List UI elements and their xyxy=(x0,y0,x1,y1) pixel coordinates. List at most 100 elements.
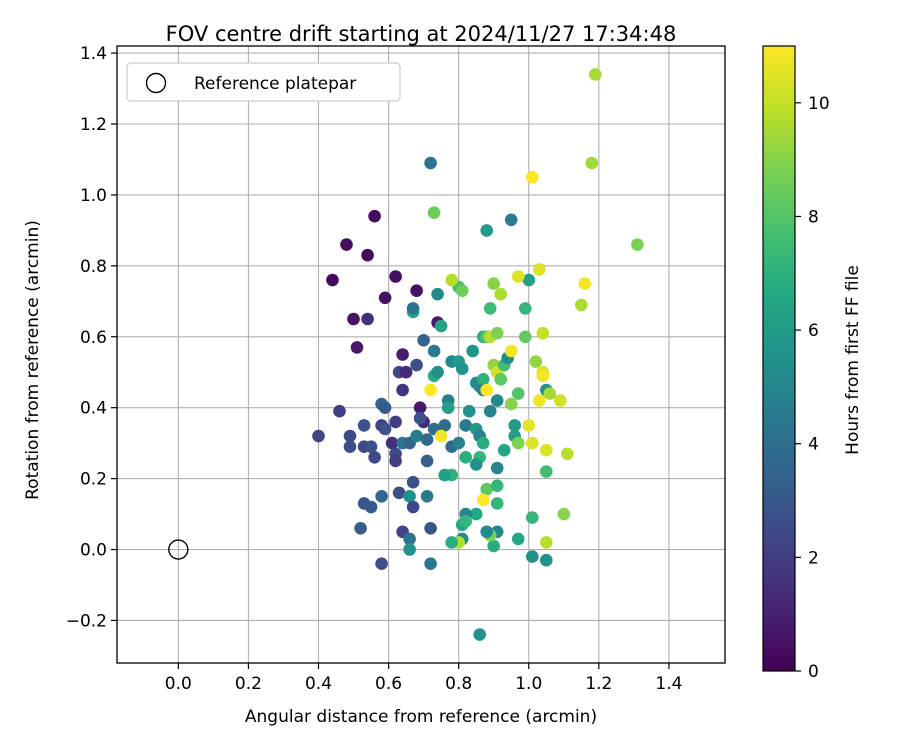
data-point xyxy=(490,326,504,340)
data-point xyxy=(410,429,423,443)
data-point xyxy=(452,436,466,450)
x-tick-label: 1.4 xyxy=(655,674,682,694)
data-point xyxy=(354,522,367,535)
data-point xyxy=(511,436,525,450)
data-point xyxy=(522,273,536,287)
data-point xyxy=(455,284,469,298)
x-axis-label: Angular distance from reference (arcmin) xyxy=(245,707,597,727)
y-tick-label: 1.2 xyxy=(80,115,107,135)
data-point xyxy=(480,482,494,496)
data-point xyxy=(504,344,518,358)
data-point xyxy=(511,387,525,400)
colorbar-tick-label: 0 xyxy=(808,662,819,682)
data-point xyxy=(350,341,364,354)
chart-title: FOV centre drift starting at 2024/11/27 … xyxy=(166,22,677,46)
data-point xyxy=(575,298,588,312)
data-point xyxy=(508,419,521,432)
data-point xyxy=(480,224,494,237)
plot-frame xyxy=(116,45,726,664)
data-point xyxy=(504,213,518,227)
data-point xyxy=(389,270,402,283)
data-point xyxy=(483,302,497,315)
colorbar: 0 2 4 6 8 10 Hours from first FF file xyxy=(762,45,863,682)
data-point xyxy=(466,344,480,358)
x-tick-label: 0.4 xyxy=(305,674,332,694)
data-point xyxy=(413,412,427,425)
data-point xyxy=(497,443,511,457)
data-point xyxy=(540,553,553,567)
y-tick-label: 0.6 xyxy=(80,328,107,348)
data-point xyxy=(494,287,508,301)
data-point xyxy=(540,443,553,457)
data-point xyxy=(361,248,374,262)
data-point xyxy=(410,284,423,298)
data-point xyxy=(533,263,546,276)
data-points xyxy=(168,68,644,641)
data-point xyxy=(431,287,444,301)
data-point xyxy=(420,454,434,468)
data-point xyxy=(543,387,557,400)
colorbar-tick-label: 4 xyxy=(808,435,819,455)
data-point xyxy=(631,238,644,251)
data-point xyxy=(487,539,501,553)
data-point xyxy=(389,454,402,468)
data-point xyxy=(420,433,434,446)
data-point xyxy=(375,490,388,503)
data-point xyxy=(526,511,539,524)
data-point xyxy=(399,365,413,379)
data-point xyxy=(522,419,536,432)
data-point xyxy=(413,401,427,415)
data-point xyxy=(519,330,532,344)
data-point xyxy=(589,68,602,81)
data-point xyxy=(378,401,392,415)
x-tick-label: 0.2 xyxy=(235,674,262,694)
data-point xyxy=(480,383,494,397)
data-point xyxy=(554,394,567,407)
data-point xyxy=(459,514,473,528)
data-point xyxy=(424,522,437,535)
legend: Reference platepar xyxy=(126,62,401,102)
data-point xyxy=(490,497,504,510)
data-point xyxy=(585,156,599,170)
data-point xyxy=(526,170,539,184)
y-tick-label: −0.2 xyxy=(66,611,107,631)
data-point xyxy=(526,550,539,563)
data-point xyxy=(557,507,571,521)
data-point xyxy=(490,394,504,407)
data-point xyxy=(368,209,381,223)
data-point xyxy=(441,401,455,415)
data-point xyxy=(473,628,487,641)
data-point xyxy=(540,536,553,549)
x-axis-ticks: 0.0 0.2 0.4 0.6 0.8 1.0 1.2 1.4 xyxy=(165,663,682,694)
data-point xyxy=(312,429,325,443)
colorbar-gradient xyxy=(762,45,796,672)
data-point xyxy=(406,475,420,489)
data-point xyxy=(445,536,459,549)
y-tick-label: 0.8 xyxy=(80,257,107,277)
data-point xyxy=(424,383,437,397)
x-tick-label: 1.2 xyxy=(585,674,612,694)
data-point xyxy=(403,532,416,546)
data-point xyxy=(364,500,378,514)
data-point xyxy=(462,404,476,418)
data-point xyxy=(511,270,525,283)
data-point xyxy=(396,383,409,397)
data-point xyxy=(410,358,423,372)
data-point xyxy=(343,429,357,443)
data-point xyxy=(494,373,508,386)
data-point xyxy=(536,369,550,383)
data-point xyxy=(417,334,430,347)
y-tick-label: 1.4 xyxy=(80,44,107,64)
data-point xyxy=(378,422,392,436)
colorbar-tick-label: 8 xyxy=(808,207,819,227)
data-point xyxy=(385,436,399,450)
colorbar-tick-label: 2 xyxy=(808,548,819,568)
data-point xyxy=(490,479,504,493)
data-point xyxy=(504,397,518,411)
y-tick-label: 1.0 xyxy=(80,186,107,206)
data-point xyxy=(396,348,409,361)
data-point xyxy=(578,277,592,290)
y-tick-label: 0.2 xyxy=(80,470,107,490)
y-tick-label: 0.4 xyxy=(80,399,107,419)
